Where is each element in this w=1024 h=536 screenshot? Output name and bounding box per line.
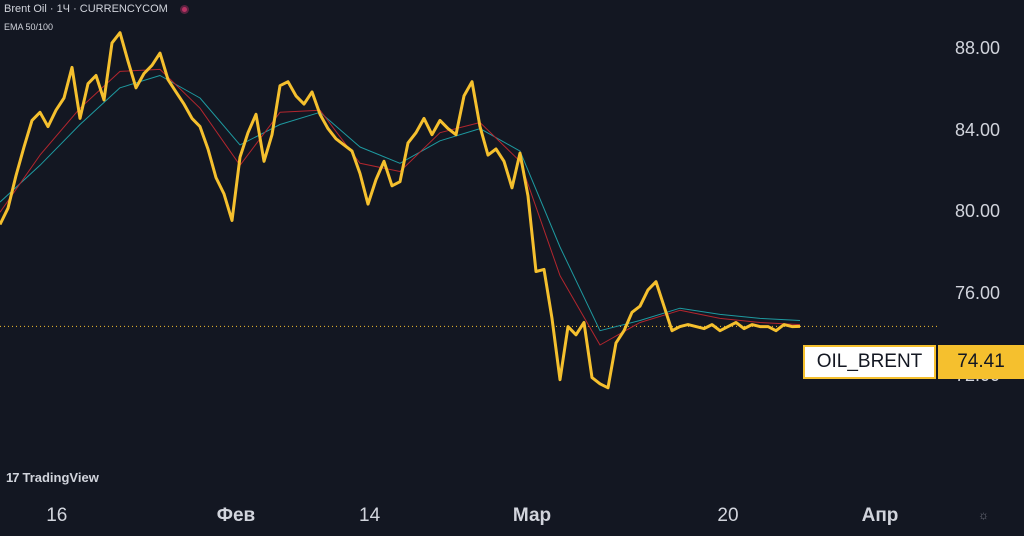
chart-legend: Brent Oil · 1Ч · CURRENCYCOM EMA 50/100 xyxy=(4,2,189,34)
x-tick-label: Фев xyxy=(216,505,256,526)
y-tick-label: 84.00 xyxy=(955,119,1001,140)
legend-title: Brent Oil · 1Ч · CURRENCYCOM xyxy=(4,3,168,15)
y-tick-label: 88.00 xyxy=(955,37,1001,58)
tradingview-logo-icon: 17 xyxy=(6,470,20,485)
series-line-brent-oil xyxy=(0,31,801,390)
market-status-icon xyxy=(179,4,189,14)
series-line-ema-50 xyxy=(0,68,801,346)
x-tick-label: Апр xyxy=(861,505,899,526)
x-tick-label: 16 xyxy=(46,505,68,526)
legend-indicator: EMA 50/100 xyxy=(4,22,54,32)
symbol-label: OIL_BRENT xyxy=(803,345,936,379)
gear-icon[interactable]: ☼ xyxy=(978,508,989,522)
x-tick-label: 20 xyxy=(717,505,739,526)
x-tick-label: Мар xyxy=(512,505,552,526)
series-line-ema-100 xyxy=(0,75,801,332)
tradingview-brand[interactable]: 17 TradingView xyxy=(6,470,99,485)
last-price-label: 74.41 xyxy=(938,345,1024,379)
x-tick-label: 14 xyxy=(359,505,381,526)
y-tick-label: 76.00 xyxy=(955,282,1001,303)
tradingview-name: TradingView xyxy=(22,470,99,485)
y-tick-label: 80.00 xyxy=(955,201,1001,222)
